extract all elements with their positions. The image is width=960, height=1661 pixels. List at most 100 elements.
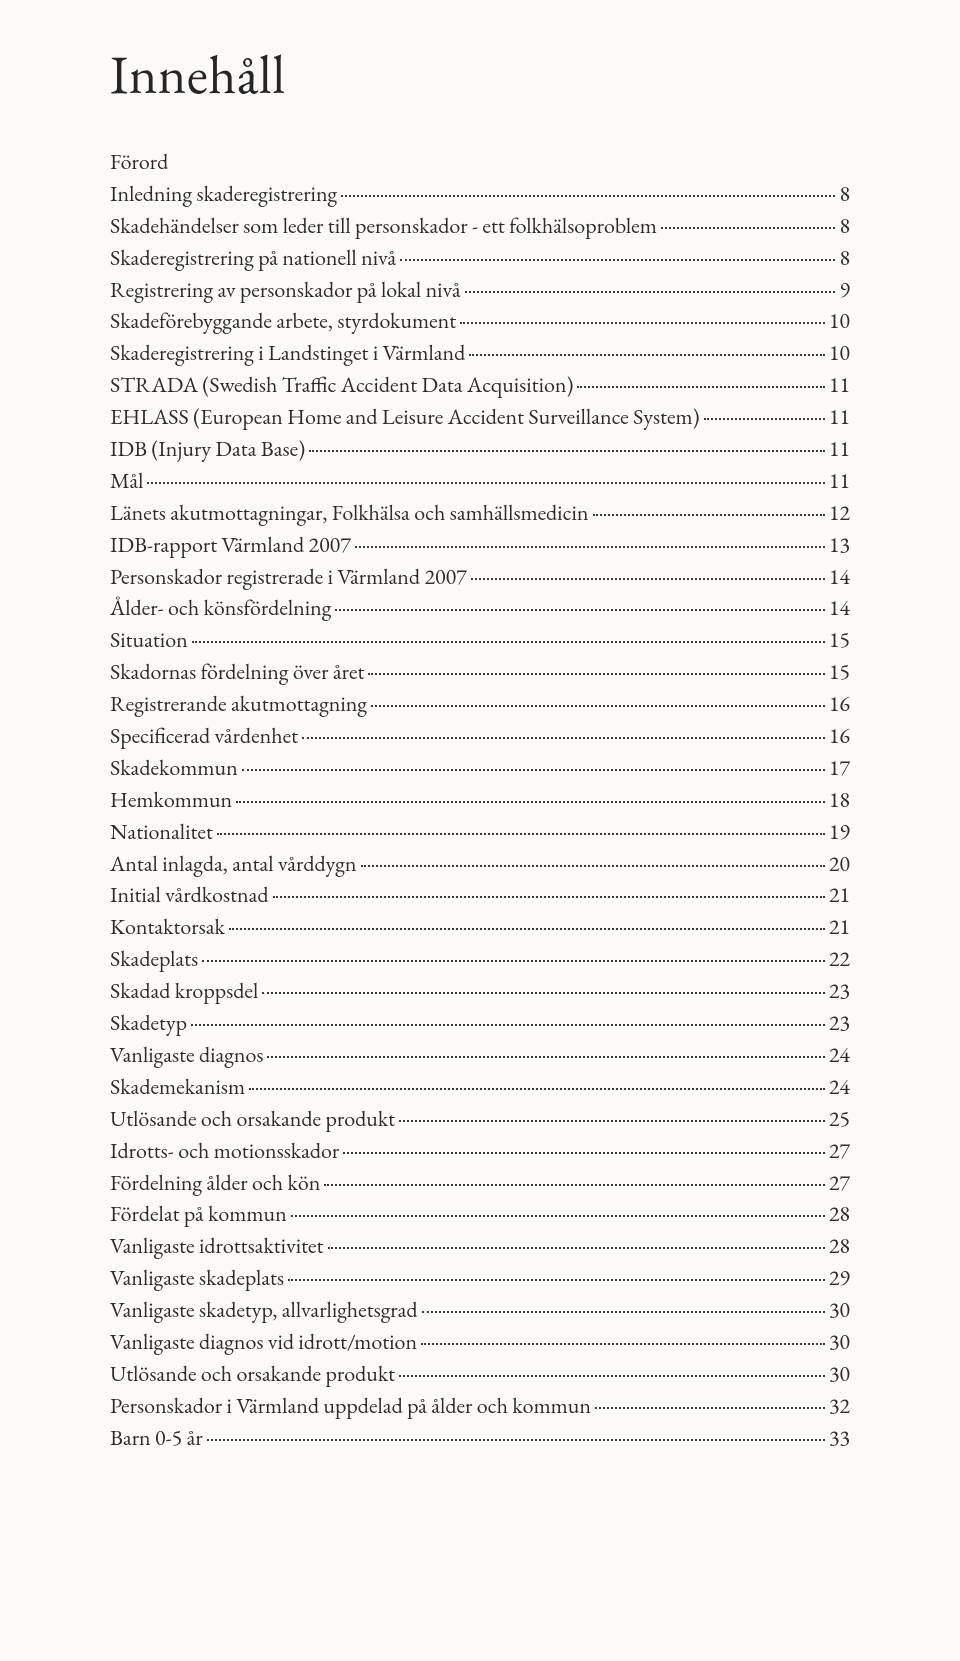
toc-entry-label: Mål [110,465,143,497]
toc-leader-dots [593,514,825,516]
toc-leader-dots [661,227,836,229]
toc-entry-page: 32 [829,1390,850,1422]
toc-entry: Förord [110,146,850,178]
toc-leader-dots [595,1407,825,1409]
toc-entry-page: 27 [829,1135,850,1167]
toc-entry-page: 23 [829,975,850,1007]
toc-entry-page: 11 [829,401,850,433]
toc-leader-dots [302,737,825,739]
toc-leader-dots [421,1343,825,1345]
toc-entry-page: 30 [829,1294,850,1326]
toc-entry: Barn 0-5 år33 [110,1422,850,1454]
toc-entry-label: EHLASS (European Home and Leisure Accide… [110,401,700,433]
toc-entry: Skadornas fördelning över året 15 [110,656,850,688]
toc-entry-label: Skaderegistrering i Landstinget i Värmla… [110,337,465,369]
toc-entry-label: Förord [110,146,168,178]
toc-entry-page: 25 [829,1103,850,1135]
toc-entry: Fördelning ålder och kön27 [110,1167,850,1199]
toc-entry-label: Personskador registrerade i Värmland 200… [110,561,467,593]
toc-leader-dots [335,609,825,611]
toc-leader-dots [202,960,825,962]
toc-entry-label: Idrotts- och motionsskador [110,1135,339,1167]
toc-leader-dots [343,1152,825,1154]
toc-entry-label: Hemkommun [110,784,232,816]
toc-entry: Inledning skaderegistrering8 [110,178,850,210]
toc-entry: Registrering av personskador på lokal ni… [110,274,850,306]
toc-leader-dots [309,450,825,452]
toc-leader-dots [288,1279,825,1281]
toc-entry: Situation 15 [110,624,850,656]
toc-entry-page: 24 [829,1039,850,1071]
toc-entry-page: 24 [829,1071,850,1103]
toc-entry: Kontaktorsak21 [110,911,850,943]
toc-entry-page: 10 [829,337,850,369]
toc-entry: Skadekommun17 [110,752,850,784]
toc-leader-dots [217,833,825,835]
toc-leader-dots [192,641,825,643]
toc-entry-label: Skadeförebyggande arbete, styrdokument [110,305,456,337]
toc-leader-dots [371,705,825,707]
toc-entry-page: 15 [829,656,850,688]
toc-entry: Skadeförebyggande arbete, styrdokument 10 [110,305,850,337]
toc-entry-label: Skadehändelser som leder till personskad… [110,210,657,242]
toc-entry-page: 19 [829,816,850,848]
toc-entry: Skadehändelser som leder till personskad… [110,210,850,242]
toc-leader-dots [469,354,825,356]
toc-entry-page: 14 [829,592,850,624]
toc-entry-label: Skaderegistrering på nationell nivå [110,242,396,274]
toc-entry-label: Fördelat på kommun [110,1198,287,1230]
toc-entry-page: 30 [829,1326,850,1358]
toc-leader-dots [291,1215,825,1217]
toc-entry: Utlösande och orsakande produkt 30 [110,1358,850,1390]
toc-entry: Idrotts- och motionsskador 27 [110,1135,850,1167]
toc-entry-page: 30 [829,1358,850,1390]
toc-leader-dots [207,1439,825,1441]
toc-entry: Skadetyp23 [110,1007,850,1039]
toc-leader-dots [147,482,824,484]
toc-entry-label: STRADA (Swedish Traffic Accident Data Ac… [110,369,573,401]
toc-entry-page: 28 [829,1230,850,1262]
toc-entry-label: IDB (Injury Data Base) [110,433,305,465]
toc-leader-dots [236,801,825,803]
toc-entry-page: 22 [829,943,850,975]
toc-entry-page: 10 [829,305,850,337]
toc-leader-dots [324,1184,825,1186]
toc-entry-label: Registrerande akutmottagning [110,688,367,720]
toc-entry-label: Vanligaste skadeplats [110,1262,284,1294]
toc-entry-page: 9 [839,274,850,306]
toc-leader-dots [262,992,825,994]
toc-leader-dots [460,322,825,324]
toc-entry-page: 15 [829,624,850,656]
toc-leader-dots [328,1247,825,1249]
toc-leader-dots [361,865,825,867]
toc-leader-dots [577,386,824,388]
toc-entry-page: 20 [829,848,850,880]
toc-entry: Vanligaste idrottsaktivitet 28 [110,1230,850,1262]
toc-entry-label: Skadad kroppsdel [110,975,258,1007]
toc-entry: Initial vårdkostnad21 [110,879,850,911]
toc-entry: Vanligaste skadeplats29 [110,1262,850,1294]
toc-entry-label: Utlösande och orsakande produkt [110,1358,395,1390]
toc-entry-label: Vanligaste skadetyp, allvarlighetsgrad [110,1294,418,1326]
toc-leader-dots [422,1311,825,1313]
toc-entry-label: Initial vårdkostnad [110,879,269,911]
page-title: Innehåll [110,40,850,110]
toc-entry-label: Nationalitet [110,816,213,848]
toc-entry-label: Skademekanism [110,1071,245,1103]
toc-entry-label: Skadornas fördelning över året [110,656,364,688]
toc-entry-page: 11 [829,465,850,497]
toc-leader-dots [267,1056,824,1058]
toc-leader-dots [273,896,825,898]
toc-entry-page: 33 [829,1422,850,1454]
toc-entry-label: Ålder- och könsfördelning [110,592,331,624]
toc-entry: Antal inlagda, antal vårddygn20 [110,848,850,880]
toc-entry-label: Situation [110,624,188,656]
toc-entry-label: Utlösande och orsakande produkt [110,1103,395,1135]
toc-entry-page: 11 [829,433,850,465]
toc-entry-page: 16 [829,688,850,720]
toc-entry: Vanligaste skadetyp, allvarlighetsgrad 30 [110,1294,850,1326]
toc-entry-label: Personskador i Värmland uppdelad på ålde… [110,1390,591,1422]
toc-entry-label: Vanligaste idrottsaktivitet [110,1230,324,1262]
toc-entry: STRADA (Swedish Traffic Accident Data Ac… [110,369,850,401]
toc-leader-dots [242,769,825,771]
